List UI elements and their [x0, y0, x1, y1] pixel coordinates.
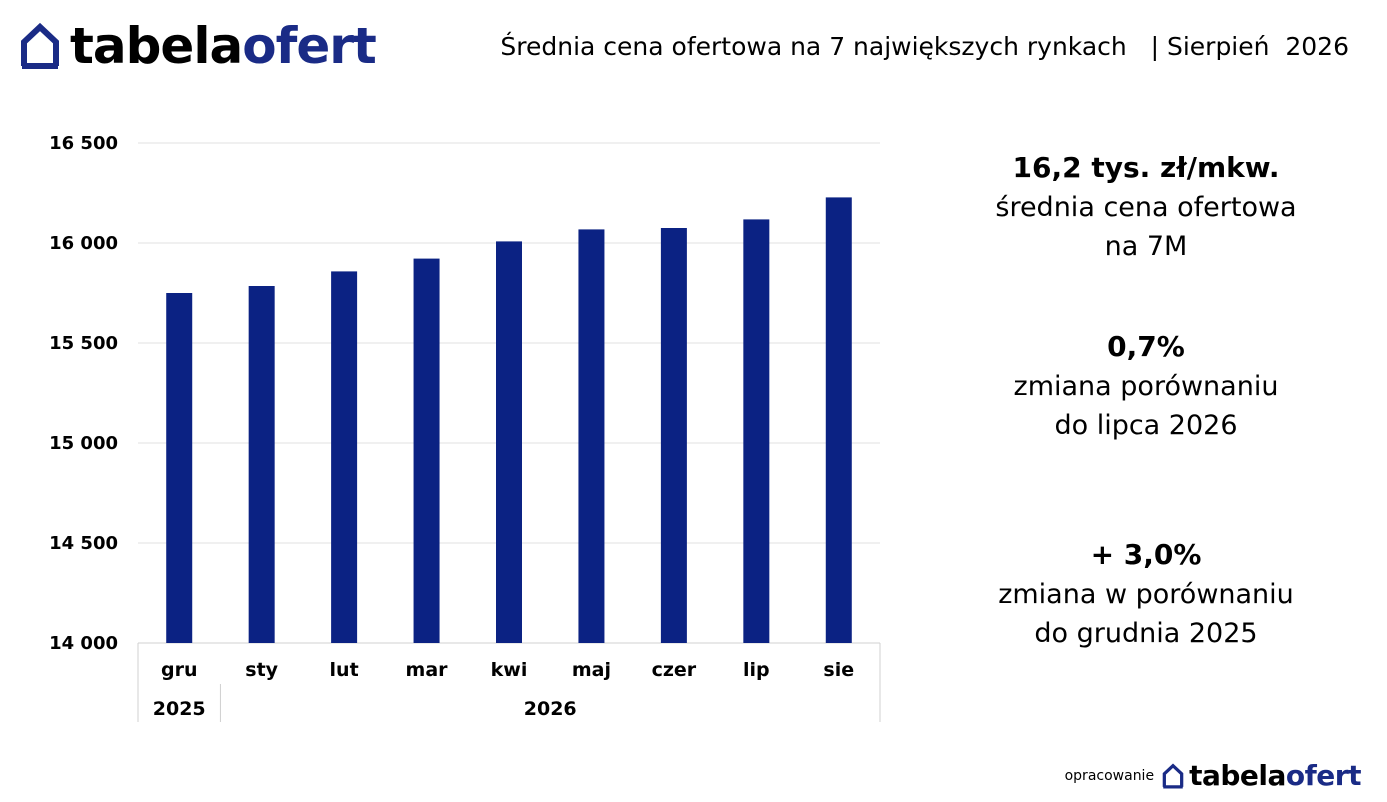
x-tick-label: sty — [245, 659, 278, 681]
x-tick-label: gru — [161, 659, 198, 681]
x-tick-label: maj — [572, 659, 611, 681]
stat-average-price-description: średnia cena ofertowa na 7M — [995, 192, 1297, 262]
footer-credit: opracowanie tabelaofert — [1064, 762, 1362, 790]
y-tick-label: 16 500 — [49, 133, 118, 154]
stat-ytd-change-description: zmiana w porównaniu do grudnia 2025 — [998, 579, 1294, 649]
bar-kwi — [496, 241, 522, 643]
y-tick-label: 16 000 — [49, 233, 118, 254]
footer-brand-part1: tabela — [1189, 759, 1286, 792]
x-tick-label: lip — [743, 659, 770, 681]
brand-name-part1: tabela — [70, 17, 243, 75]
house-icon — [21, 22, 59, 69]
bar-lut — [331, 271, 358, 643]
bar-gru — [166, 293, 193, 643]
stat-ytd-change-value: + 3,0% — [1090, 538, 1202, 571]
house-icon — [1162, 763, 1184, 789]
bar-maj — [578, 229, 605, 643]
stat-monthly-change-description: zmiana porównaniu do lipca 2026 — [1013, 371, 1279, 441]
bar-sty — [248, 286, 275, 643]
y-tick-label: 15 000 — [49, 433, 118, 454]
brand-logo: tabelaofert — [20, 18, 377, 74]
brand-name: tabelaofert — [70, 21, 377, 71]
footer-prepared-label: opracowanie — [1064, 768, 1155, 784]
footer-brand-part2: ofert — [1285, 759, 1362, 792]
bar-chart: 14 000 14 500 15 000 15 500 16 000 16 500 gru s… — [49, 133, 881, 722]
x-tick-label: mar — [406, 659, 449, 681]
stat-ytd-change: + 3,0% zmiana w porównaniu do grudnia 20… — [960, 535, 1332, 653]
stat-monthly-change-value: 0,7% — [1107, 330, 1185, 363]
bar-lip — [743, 219, 770, 643]
brand-name-part2: ofert — [242, 17, 377, 75]
stat-monthly-change: 0,7% zmiana porównaniu do lipca 2026 — [960, 327, 1332, 445]
x-tick-label: czer — [652, 659, 697, 681]
x-tick-label: kwi — [491, 659, 528, 681]
y-tick-label: 14 500 — [49, 533, 118, 554]
year-group-label: 2026 — [524, 698, 577, 720]
footer-brand-name: tabelaofert — [1189, 762, 1361, 790]
bar-czer — [660, 228, 687, 643]
stat-average-price-value: 16,2 tys. zł/mkw. — [1012, 151, 1280, 184]
bar-sie — [825, 197, 852, 643]
y-tick-label: 15 500 — [49, 333, 118, 354]
stat-average-price: 16,2 tys. zł/mkw. średnia cena ofertowa … — [960, 148, 1332, 266]
year-group-label: 2025 — [153, 698, 206, 720]
x-tick-label: sie — [823, 659, 854, 681]
page-title: Średnia cena ofertowa na 7 największych … — [500, 32, 1349, 61]
x-tick-label: lut — [330, 659, 359, 681]
y-tick-label: 14 000 — [49, 633, 118, 654]
bar-mar — [413, 258, 440, 643]
